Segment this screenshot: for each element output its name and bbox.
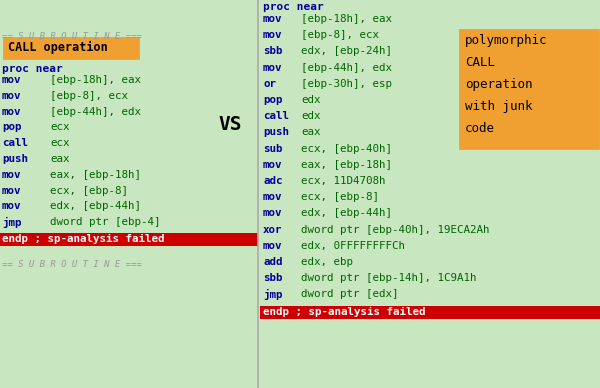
Text: sbb: sbb — [263, 273, 283, 283]
Text: ecx: ecx — [50, 122, 70, 132]
Text: eax: eax — [50, 154, 70, 164]
Text: mov: mov — [263, 241, 283, 251]
Text: mov: mov — [2, 107, 22, 117]
Text: mov: mov — [263, 208, 283, 218]
Text: eax, [ebp-18h]: eax, [ebp-18h] — [301, 160, 392, 170]
Text: eax, [ebp-18h]: eax, [ebp-18h] — [50, 170, 141, 180]
Text: VS: VS — [218, 115, 242, 134]
Text: endp ; sp-analysis failed: endp ; sp-analysis failed — [263, 307, 425, 317]
Text: edx, 0FFFFFFFFCh: edx, 0FFFFFFFFCh — [301, 241, 405, 251]
Text: push: push — [263, 127, 289, 137]
Bar — [4, 38, 138, 58]
Bar — [0, 233, 258, 246]
Text: adc: adc — [263, 176, 283, 186]
Text: mov: mov — [2, 185, 22, 196]
Text: ecx, 11D4708h: ecx, 11D4708h — [301, 176, 386, 186]
Text: sbb: sbb — [263, 47, 283, 56]
Text: edx, [ebp-44h]: edx, [ebp-44h] — [301, 208, 392, 218]
Text: eax: eax — [301, 127, 320, 137]
Text: add: add — [263, 257, 283, 267]
Text: jmp: jmp — [2, 217, 22, 228]
Text: call: call — [2, 138, 28, 148]
Text: [ebp-8], ecx: [ebp-8], ecx — [50, 91, 128, 101]
Text: == S U B R O U T I N E ===: == S U B R O U T I N E === — [2, 32, 142, 41]
Text: ecx: ecx — [50, 138, 70, 148]
Text: ecx, [ebp-40h]: ecx, [ebp-40h] — [301, 144, 392, 154]
Text: mov: mov — [263, 192, 283, 202]
Text: proc near: proc near — [2, 64, 63, 74]
Text: ecx, [ebp-8]: ecx, [ebp-8] — [301, 192, 379, 202]
Text: [ebp-44h], edx: [ebp-44h], edx — [50, 107, 141, 117]
Text: mov: mov — [263, 160, 283, 170]
Text: [ebp-18h], eax: [ebp-18h], eax — [301, 14, 392, 24]
Text: code: code — [465, 122, 495, 135]
Bar — [260, 306, 600, 319]
Text: mov: mov — [2, 170, 22, 180]
Text: [ebp-30h], esp: [ebp-30h], esp — [301, 79, 392, 89]
Text: mov: mov — [2, 201, 22, 211]
Text: dword ptr [edx]: dword ptr [edx] — [301, 289, 398, 300]
Text: pop: pop — [2, 122, 22, 132]
Text: CALL operation: CALL operation — [8, 41, 108, 54]
Text: edx, ebp: edx, ebp — [301, 257, 353, 267]
Text: [ebp-44h], edx: [ebp-44h], edx — [301, 62, 392, 73]
Text: mov: mov — [2, 91, 22, 101]
Text: mov: mov — [263, 30, 283, 40]
Text: jmp: jmp — [263, 289, 283, 300]
Text: == S U B R O U T I N E ===: == S U B R O U T I N E === — [2, 260, 142, 269]
Text: edx: edx — [301, 111, 320, 121]
Text: mov: mov — [2, 75, 22, 85]
Text: CALL: CALL — [465, 56, 495, 69]
Text: [ebp-8], ecx: [ebp-8], ecx — [301, 30, 379, 40]
Text: edx: edx — [301, 95, 320, 105]
Text: pop: pop — [263, 95, 283, 105]
Text: [ebp-18h], eax: [ebp-18h], eax — [50, 75, 141, 85]
Text: edx, [ebp-24h]: edx, [ebp-24h] — [301, 47, 392, 56]
Text: endp ; sp-analysis failed: endp ; sp-analysis failed — [2, 234, 164, 244]
Text: call: call — [263, 111, 289, 121]
Text: operation: operation — [465, 78, 533, 91]
Text: or: or — [263, 79, 276, 89]
Text: dword ptr [ebp-40h], 19ECA2Ah: dword ptr [ebp-40h], 19ECA2Ah — [301, 225, 490, 235]
Text: with junk: with junk — [465, 100, 533, 113]
Bar — [460, 30, 598, 148]
Text: xor: xor — [263, 225, 283, 235]
Text: ecx, [ebp-8]: ecx, [ebp-8] — [50, 185, 128, 196]
Text: edx, [ebp-44h]: edx, [ebp-44h] — [50, 201, 141, 211]
Text: mov: mov — [263, 14, 283, 24]
Text: dword ptr [ebp-4]: dword ptr [ebp-4] — [50, 217, 161, 227]
Text: push: push — [2, 154, 28, 164]
Text: dword ptr [ebp-14h], 1C9A1h: dword ptr [ebp-14h], 1C9A1h — [301, 273, 476, 283]
Text: mov: mov — [263, 62, 283, 73]
Text: proc near: proc near — [263, 2, 324, 12]
Text: sub: sub — [263, 144, 283, 154]
Text: polymorphic: polymorphic — [465, 34, 548, 47]
